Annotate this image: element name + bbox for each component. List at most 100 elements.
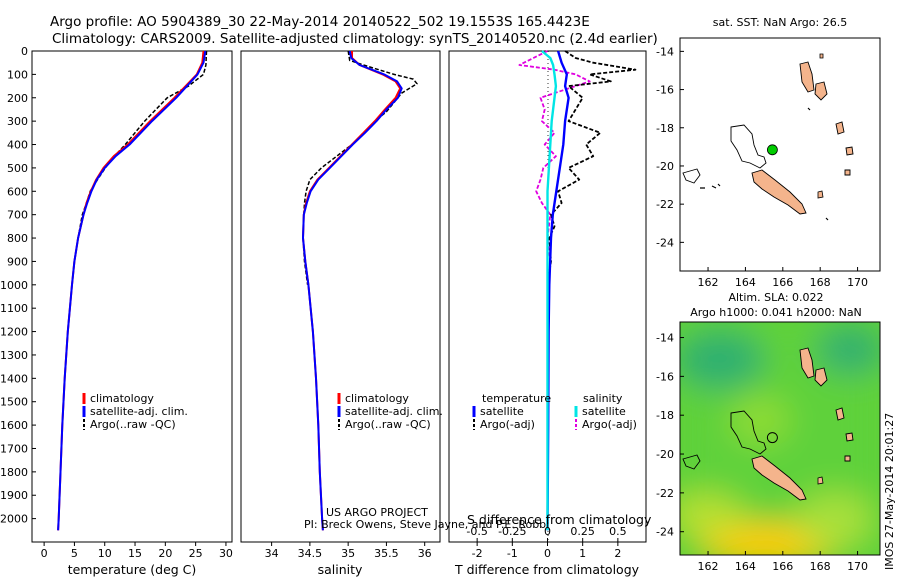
s-difference-xlabel: S difference from climatology	[467, 512, 652, 527]
island-vanuatu-north	[799, 61, 815, 93]
sla-map-title-line1: Altim. SLA: 0.022	[728, 291, 823, 304]
island-small	[817, 190, 824, 199]
series-salinity-satellite-diff	[541, 50, 558, 531]
sla-patch	[680, 493, 745, 537]
salinity-tick-label: 34.5	[298, 547, 323, 560]
sla-patch	[680, 330, 765, 390]
lat-tick-label: -16	[656, 84, 674, 97]
argo-position-marker	[766, 432, 778, 444]
difference-lines	[518, 50, 637, 531]
depth-tick-label: 500	[7, 162, 28, 175]
coastline-outline	[682, 454, 701, 470]
sst-map-panel: sat. SST: NaN Argo: 26.5 162 164 166 168 170…	[656, 16, 881, 289]
difference-panel: -2 -1 0 1 2 -0.5 -0.25 0 0.25 0.5 T difference f…	[448, 50, 652, 577]
temperature-tick-label: 10	[98, 547, 112, 560]
depth-tick-label: 1800	[0, 466, 28, 479]
legend-header-temperature: temperature	[482, 392, 551, 405]
legend-header-salinity: salinity	[583, 392, 623, 405]
legend-label-satellite: satellite-adj. clim.	[345, 405, 443, 418]
lon-tick-label: 162	[698, 560, 719, 573]
salinity-tick-label: 34	[265, 547, 279, 560]
legend-label-climatology: climatology	[90, 392, 154, 405]
coastline-outline	[730, 124, 767, 169]
s-difference-tick-label: 0.5	[609, 525, 627, 538]
lon-tick-label: 168	[810, 560, 831, 573]
t-difference-ticks: -2 -1 0 1 2	[472, 542, 621, 560]
s-difference-tick-label: 0	[544, 525, 551, 538]
depth-tick-label: 800	[7, 232, 28, 245]
lon-tick-label: 170	[847, 560, 868, 573]
salinity-lines	[302, 50, 418, 531]
lat-tick-label: -14	[656, 332, 674, 345]
series-satellite	[302, 50, 403, 531]
sla-map-ticks: 162 164 166 168 170 -14 -16 -18 -20 -22 -24	[656, 332, 868, 573]
depth-tick-label: 1200	[0, 326, 28, 339]
s-difference-tick-label: -0.5	[466, 525, 487, 538]
sst-map-coastlines	[682, 53, 854, 221]
depth-tick-label: 100	[7, 68, 28, 81]
s-difference-ticks: -0.5 -0.25 0 0.25 0.5	[466, 525, 627, 542]
temperature-xlabel: temperature (deg C)	[68, 562, 197, 577]
legend-label-sal-satellite: satellite	[582, 405, 626, 418]
legend-label-argo: Argo(..raw -QC)	[90, 418, 176, 431]
lon-tick-label: 164	[735, 276, 756, 289]
depth-ticks: 0 100 200 300 400 500 600 700 800 900 1000 1100 1200…	[0, 45, 36, 526]
difference-legend: temperature satellite Argo(-adj) salinit…	[472, 392, 637, 431]
island-vanuatu-north	[799, 347, 815, 379]
lat-tick-label: -18	[656, 409, 674, 422]
argo-position-marker	[767, 144, 778, 156]
depth-tick-label: 900	[7, 255, 28, 268]
lon-tick-label: 166	[772, 276, 793, 289]
depth-tick-label: 1300	[0, 349, 28, 362]
sst-map-ticks: 162 164 166 168 170 -14 -16 -18 -20 -22 -24	[656, 45, 868, 289]
temperature-tick-label: 5	[71, 547, 78, 560]
lat-tick-label: -24	[656, 526, 674, 539]
legend-label-temp-satellite: satellite	[480, 405, 524, 418]
legend-label-argo: Argo(..raw -QC)	[345, 418, 431, 431]
temperature-ticks: 0 5 10 15 20 25 30	[41, 542, 233, 560]
island-vanuatu-mid	[814, 81, 828, 101]
salinity-tick-label: 36	[418, 547, 432, 560]
temperature-axes-frame	[31, 50, 233, 543]
lon-tick-label: 164	[735, 560, 756, 573]
sla-map-frame	[679, 321, 881, 556]
island-vanuatu-south	[835, 407, 845, 421]
island-vanuatu-mid	[814, 367, 828, 387]
temperature-lines	[57, 50, 208, 531]
depth-tick-label: 1500	[0, 396, 28, 409]
salinity-panel: 34 34.5 35 35.5 36 salinity climatology sate…	[240, 50, 443, 577]
salinity-legend: climatology satellite-adj. clim. Argo(..…	[337, 392, 443, 431]
island-small	[819, 53, 824, 59]
t-difference-tick-label: -2	[472, 547, 483, 560]
salinity-xlabel: salinity	[318, 562, 363, 577]
legend-label-temp-argo: Argo(-adj)	[480, 418, 535, 431]
lat-tick-label: -24	[656, 236, 674, 249]
lat-tick-label: -20	[656, 448, 674, 461]
island-small	[817, 476, 824, 485]
salinity-tick-label: 35.5	[374, 547, 399, 560]
depth-tick-label: 400	[7, 139, 28, 152]
island-new-caledonia	[751, 455, 807, 501]
series-temperature-satellite-diff	[546, 50, 570, 531]
t-difference-xlabel: T difference from climatology	[454, 562, 640, 577]
t-difference-tick-label: -1	[507, 547, 518, 560]
s-difference-tick-label: 0.25	[570, 525, 595, 538]
temperature-tick-label: 0	[41, 547, 48, 560]
depth-tick-label: 1700	[0, 442, 28, 455]
island-new-caledonia	[751, 169, 807, 215]
depth-tick-label: 0	[21, 45, 28, 58]
pi-credit: PI: Breck Owens, Steve Jayne, and P.E. R…	[304, 518, 549, 531]
t-difference-tick-label: 1	[579, 547, 586, 560]
temperature-tick-label: 15	[128, 547, 142, 560]
figure-title-line2: Climatology: CARS2009. Satellite-adjuste…	[52, 31, 658, 47]
sst-map-title: sat. SST: NaN Argo: 26.5	[713, 16, 847, 29]
series-salinity-argo-diff	[518, 50, 591, 285]
lat-tick-label: -22	[656, 198, 674, 211]
lat-tick-label: -22	[656, 487, 674, 500]
imos-timestamp: IMOS 27-May-2014 20:01:27	[883, 413, 896, 570]
depth-tick-label: 700	[7, 209, 28, 222]
t-difference-tick-label: 0	[544, 547, 551, 560]
temperature-panel: 0100200300400500600700800900100011001200…	[0, 45, 233, 577]
salinity-ticks: 34 34.5 35 35.5 36	[265, 542, 432, 560]
legend-label-sal-argo: Argo(-adj)	[582, 418, 637, 431]
